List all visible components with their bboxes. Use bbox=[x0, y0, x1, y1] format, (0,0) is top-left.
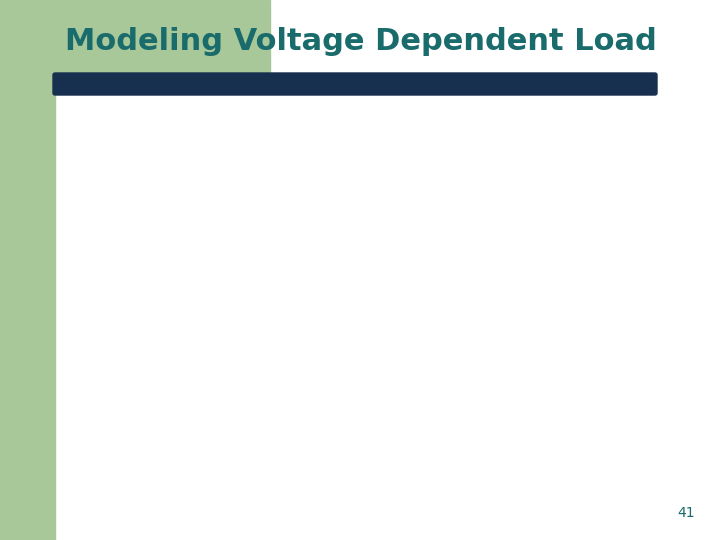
Bar bbox=[0, 0, 55, 540]
Text: 41: 41 bbox=[678, 506, 695, 520]
FancyBboxPatch shape bbox=[53, 73, 657, 95]
Bar bbox=[0, 0, 270, 75]
Text: Modeling Voltage Dependent Load: Modeling Voltage Dependent Load bbox=[65, 28, 657, 57]
